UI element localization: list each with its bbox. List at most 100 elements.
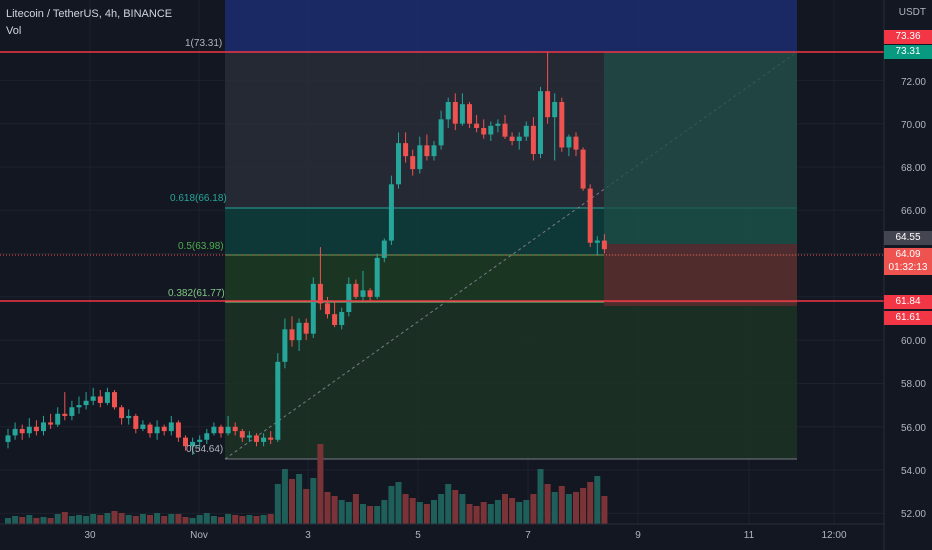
candle-body	[83, 400, 89, 406]
candle-body	[481, 127, 487, 135]
candle-body	[587, 188, 593, 243]
volume-bar	[218, 517, 224, 524]
candle-body	[360, 290, 366, 297]
volume-bar	[239, 516, 246, 524]
candle-body	[388, 184, 394, 241]
volume-bar	[147, 515, 153, 524]
candle-body	[516, 136, 522, 141]
candle-body	[488, 125, 494, 135]
volume-bar	[12, 516, 19, 524]
candle-body	[211, 426, 217, 434]
candle-body	[268, 437, 274, 440]
volume-bar	[565, 494, 572, 524]
volume-bar	[54, 514, 61, 524]
long-position-tool[interactable]	[604, 52, 797, 306]
candle-body	[559, 102, 565, 148]
candle-body	[317, 283, 323, 304]
candle-body	[204, 433, 210, 440]
volume-bar	[544, 484, 551, 524]
candle-body	[133, 415, 139, 429]
bar-countdown-badge: 01:32:13	[884, 261, 932, 275]
time-tick: 9	[635, 530, 641, 541]
price-axis-currency: USDT	[898, 7, 926, 18]
current-price-badge: 64.09	[884, 248, 932, 262]
last-close-badge: 64.55	[884, 231, 932, 245]
volume-bar	[317, 444, 324, 524]
volume-bar	[296, 474, 303, 524]
candle-body	[62, 413, 68, 416]
volume-bar	[225, 514, 232, 524]
candle-body	[523, 125, 529, 137]
support-price-badge: 61.84	[884, 295, 932, 309]
volume-bar	[210, 516, 217, 524]
symbol-title[interactable]: Litecoin / TetherUS, 4h, BINANCE	[6, 8, 173, 20]
volume-bar	[551, 492, 558, 524]
price-tick: 70.00	[900, 120, 926, 131]
candle-body	[190, 441, 196, 447]
candle-body	[594, 240, 600, 243]
candle-body	[552, 102, 558, 118]
candle-body	[530, 125, 536, 154]
volume-bar	[303, 489, 310, 524]
candle-body	[495, 123, 501, 126]
candle-body	[417, 145, 423, 170]
volume-bar	[573, 492, 579, 524]
volume-bar	[374, 506, 381, 524]
volume-bar	[161, 516, 168, 524]
candle-body	[545, 91, 551, 118]
candle-body	[339, 312, 345, 326]
time-tick: 12:00	[821, 530, 847, 541]
volume-bar	[587, 482, 594, 524]
candle-body	[396, 143, 401, 185]
resistance-price-badge: 73.36	[884, 30, 932, 44]
volume-bar	[388, 486, 395, 524]
volume-bar	[324, 492, 331, 524]
candle-body	[5, 435, 11, 442]
fib-top-price-badge: 73.31	[884, 45, 932, 59]
volume-bar	[558, 486, 565, 524]
candle-body	[218, 426, 224, 434]
fib-label-0382: 0.382(61.77)	[168, 288, 225, 299]
candle-body	[509, 136, 515, 141]
candle-body	[147, 424, 153, 434]
volume-bar	[381, 500, 388, 524]
candle-body	[197, 439, 203, 442]
volume-bar	[367, 506, 374, 524]
candle-body	[424, 145, 430, 157]
volume-bar	[68, 516, 75, 524]
volume-bar	[139, 514, 146, 524]
candle-body	[48, 422, 54, 425]
candle-body	[161, 426, 167, 432]
price-tick: 58.00	[900, 379, 926, 390]
price-tick: 72.00	[900, 77, 926, 88]
volume-bar	[40, 517, 47, 524]
volume-bar	[494, 500, 501, 524]
candle-body	[303, 322, 309, 334]
volume-bar	[509, 498, 516, 524]
candle-body	[381, 240, 387, 258]
candle-body	[126, 415, 132, 419]
volume-bar	[345, 502, 352, 524]
volume-bar	[83, 516, 90, 524]
volume-bar	[530, 494, 537, 524]
volume-bar	[175, 514, 182, 524]
price-tick: 68.00	[900, 163, 926, 174]
candle-body	[367, 290, 373, 297]
volume-bar	[402, 494, 409, 524]
candle-body	[431, 145, 437, 157]
volume-indicator-label[interactable]: Vol	[6, 25, 22, 37]
candle-body	[296, 322, 302, 341]
volume-bar	[480, 502, 487, 524]
volume-bar	[416, 502, 423, 524]
candle-body	[346, 283, 352, 313]
price-tick: 60.00	[900, 336, 926, 347]
candle-body	[502, 123, 508, 137]
volume-bar	[409, 498, 416, 524]
candle-body	[12, 428, 18, 436]
volume-bar	[331, 496, 338, 524]
volume-bar	[260, 515, 267, 524]
time-tick: 3	[305, 530, 311, 541]
fib-label-0: 0(54.64)	[186, 444, 224, 455]
volume-bar	[281, 469, 288, 524]
